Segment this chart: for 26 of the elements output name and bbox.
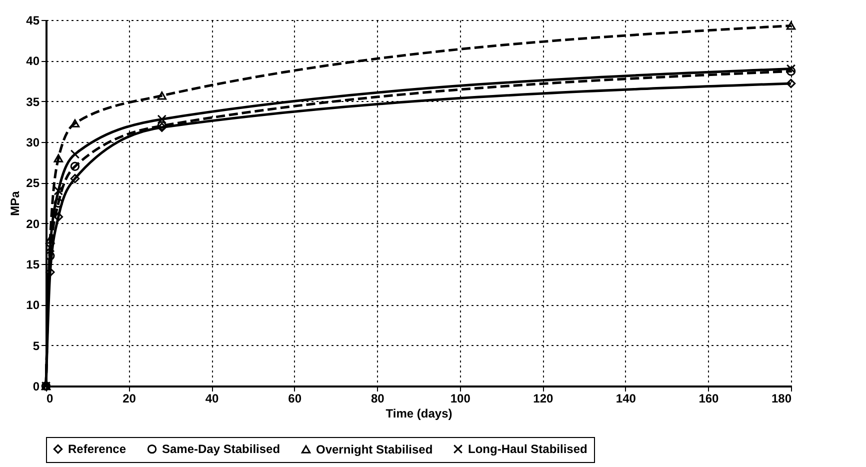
y-tick-label: 15 [26,258,40,272]
x-tick-label: 140 [616,392,636,406]
x-axis-title: Time (days) [386,406,452,420]
x-tick-label: 120 [533,392,554,406]
y-tick-label: 40 [26,54,40,68]
y-tick-label: 45 [26,14,40,28]
x-tick-label: 180 [771,392,792,406]
x-tick-label: 0 [46,392,54,406]
y-tick-label: 10 [26,298,40,312]
x-tick-label: 60 [288,392,302,406]
x-tick-label: 160 [698,392,720,406]
legend-label: Reference [68,442,126,456]
x-tick-label: 40 [205,392,220,406]
x-tick-label: 100 [450,392,471,406]
legend-label: Same-Day Stabilised [162,442,280,456]
x-tick-label: 80 [370,392,385,406]
y-tick-label: 20 [26,216,40,231]
y-axis-title: MPa [8,190,22,216]
legend-label: Overnight Stabilised [316,442,433,456]
y-tick-label: 5 [32,338,40,353]
y-tick-label: 25 [26,176,40,190]
x-tick-label: 20 [122,392,136,406]
y-tick-label: 35 [26,94,40,109]
legend-label: Long-Haul Stabilised [468,442,588,456]
y-tick-label: 30 [26,136,40,150]
y-tick-label: 0 [32,380,40,394]
